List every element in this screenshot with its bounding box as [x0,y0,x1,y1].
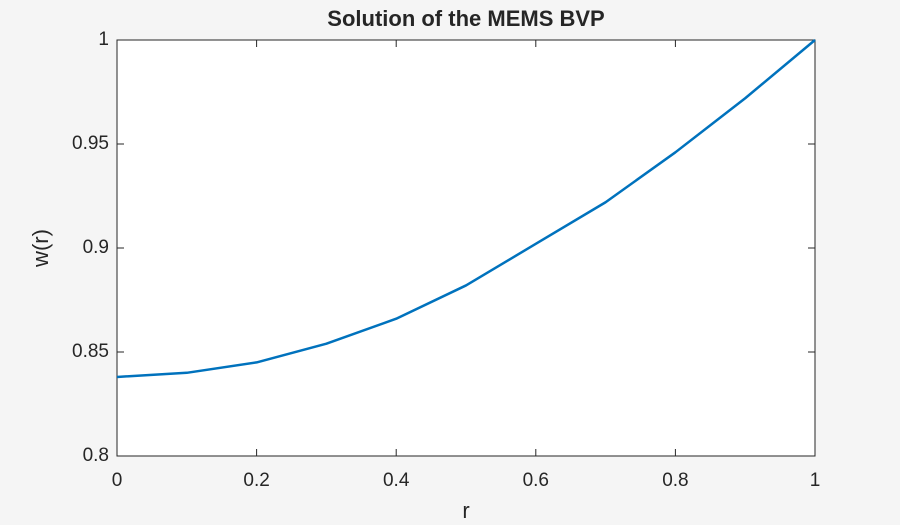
y-tick-label: 1 [98,29,109,50]
x-tick-label: 0.6 [523,470,549,491]
y-tick-label: 0.8 [83,445,109,466]
chart-title: Solution of the MEMS BVP [327,6,604,31]
line-series [116,39,816,379]
x-tick-label: 0.4 [383,470,410,491]
y-tick-label: 0.95 [72,133,109,154]
plot-area [117,40,815,456]
axes-box [116,39,816,457]
x-axis-label: r [462,498,469,523]
y-tick-label: 0.9 [83,237,109,258]
x-tick-label: 1 [810,470,821,491]
x-tick-label: 0.8 [662,470,688,491]
y-tick-label: 0.85 [72,341,109,362]
y-axis-label: w(r) [28,229,53,268]
x-tick-label: 0.2 [243,470,269,491]
x-tick-label: 0 [112,470,123,491]
